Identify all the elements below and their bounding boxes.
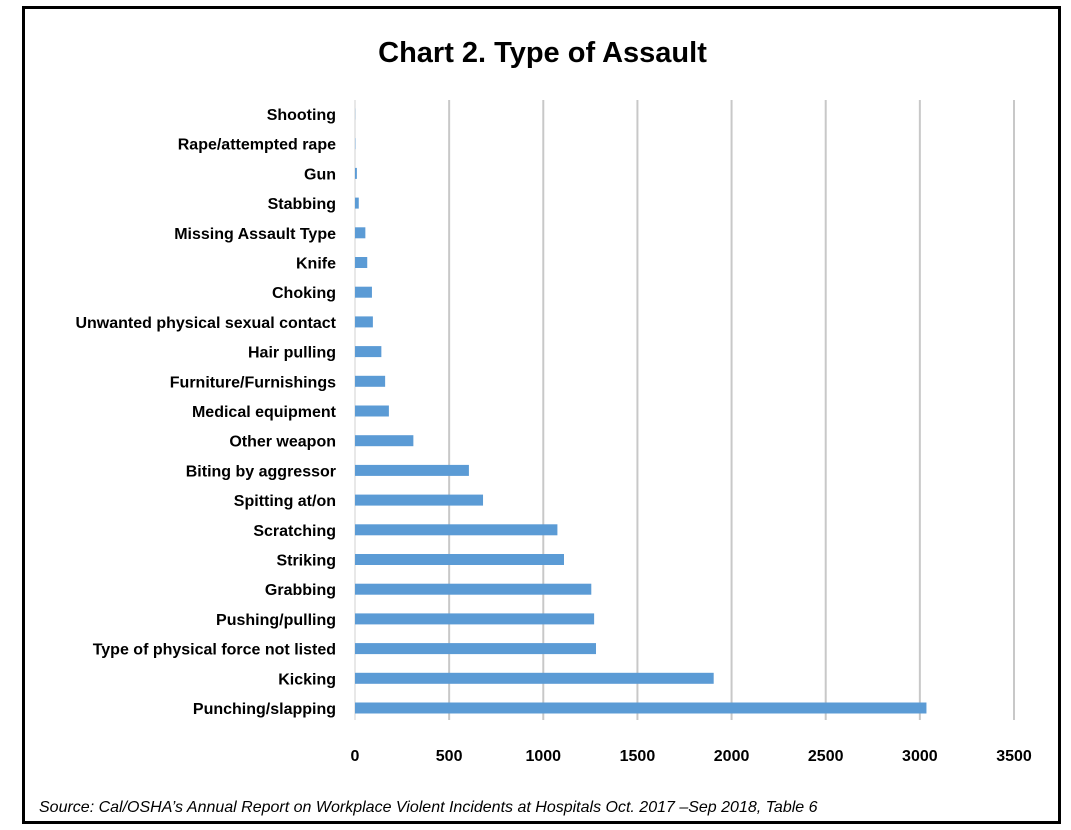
bar (355, 316, 373, 328)
category-label: Other weapon (229, 434, 336, 451)
category-label: Knife (296, 256, 336, 273)
bar (355, 494, 484, 506)
bar (355, 227, 366, 239)
bar (355, 613, 595, 625)
category-label: Rape/attempted rape (178, 137, 336, 154)
bar (355, 643, 597, 655)
category-label: Pushing/pulling (216, 612, 336, 629)
bar (355, 583, 592, 595)
x-tick-label: 2500 (808, 748, 844, 765)
category-label: Striking (276, 553, 336, 570)
chart-source: Source: Cal/OSHA’s Annual Report on Work… (39, 799, 818, 816)
category-label: Furniture/Furnishings (170, 374, 336, 391)
bar (355, 257, 368, 268)
bar (355, 375, 386, 387)
bar (355, 554, 564, 565)
x-tick-label: 3000 (902, 748, 938, 765)
category-label: Gun (304, 166, 336, 183)
category-label: Missing Assault Type (174, 226, 336, 243)
category-label: Choking (272, 285, 336, 302)
x-tick-label: 0 (351, 748, 360, 765)
bar (355, 167, 357, 179)
category-label: Kicking (278, 671, 336, 688)
category-label: Unwanted physical sexual contact (75, 315, 336, 332)
category-label: Punching/slapping (193, 701, 336, 718)
category-label: Spitting at/on (234, 493, 336, 510)
bar (355, 346, 382, 358)
category-label: Medical equipment (192, 404, 337, 421)
bar (355, 672, 714, 684)
x-tick-label: 500 (436, 748, 463, 765)
bar (355, 405, 389, 417)
category-label: Shooting (267, 107, 336, 124)
category-label: Grabbing (265, 582, 336, 599)
x-tick-label: 2000 (714, 748, 750, 765)
bar (355, 702, 927, 714)
category-label: Type of physical force not listed (93, 642, 336, 659)
bar (355, 197, 359, 209)
chart-frame: Chart 2. Type of Assault Source: Cal/OSH… (22, 6, 1061, 824)
bar (355, 286, 372, 298)
x-tick-label: 1500 (620, 748, 656, 765)
category-label: Stabbing (268, 196, 336, 213)
category-label: Scratching (253, 523, 336, 540)
chart-title: Chart 2. Type of Assault (378, 37, 707, 69)
bar (355, 464, 469, 476)
category-label: Biting by aggressor (186, 463, 336, 480)
x-tick-label: 1000 (525, 748, 561, 765)
bar (355, 524, 558, 536)
category-label: Hair pulling (248, 345, 336, 362)
bar (355, 435, 414, 447)
x-tick-label: 3500 (996, 748, 1032, 765)
